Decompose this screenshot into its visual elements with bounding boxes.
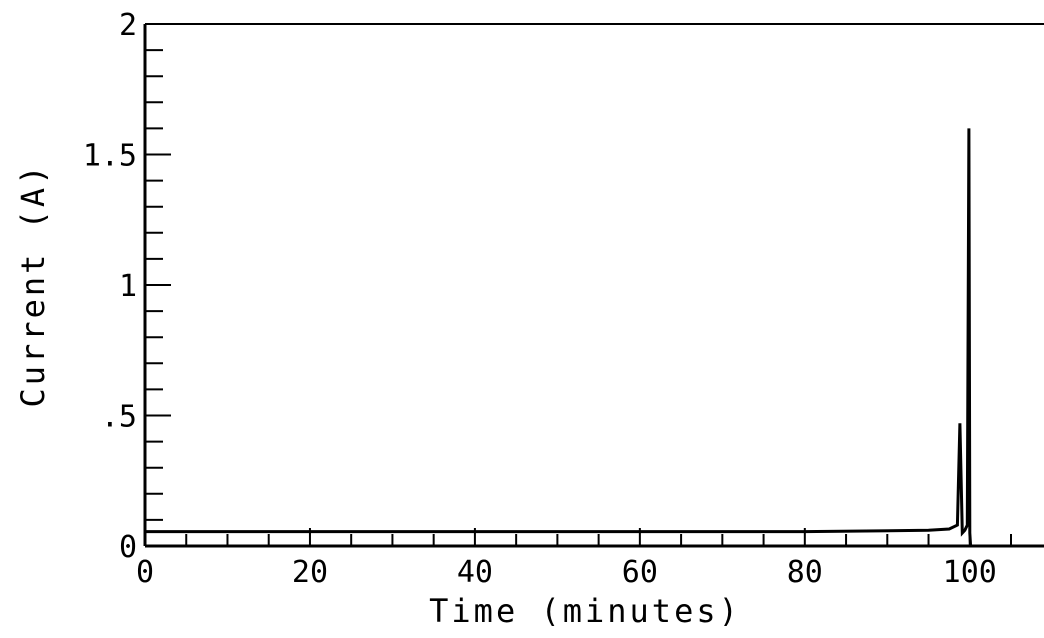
x-tick-label: 0 [136,555,154,590]
ticks [144,23,1013,547]
y-tick-label: 1.5 [83,139,137,174]
y-tick-label: 1 [119,269,137,304]
x-axis-label: Time (minutes) [429,592,741,630]
y-tick-label: 0 [119,530,137,565]
x-tick-label: 100 [943,555,997,590]
y-tick-label: 2 [119,8,137,43]
x-tick-label: 80 [787,555,823,590]
y-axis-label: Current (A) [14,163,52,408]
x-tick-label: 20 [292,555,328,590]
x-tick-label: 40 [457,555,493,590]
tick-labels: 0 20 40 60 80 100 0 .5 1 1.5 2 [83,8,997,590]
x-tick-label: 60 [622,555,658,590]
axes [143,23,1044,548]
series [145,128,973,547]
series-line-0 [145,128,973,547]
y-tick-label: .5 [101,400,137,435]
